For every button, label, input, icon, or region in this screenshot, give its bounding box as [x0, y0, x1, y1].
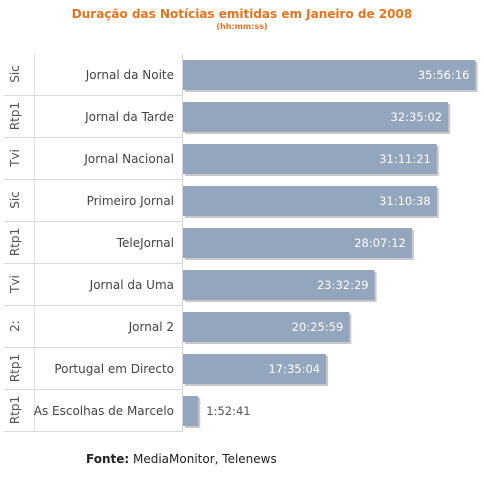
- label-divider: [34, 264, 35, 305]
- bar: [183, 60, 476, 90]
- program-label: Jornal da Uma: [89, 278, 174, 292]
- category-row: Rtp1 Portugal em Directo: [4, 348, 182, 390]
- bar: [183, 144, 437, 174]
- bar-value-label: 20:25:59: [292, 320, 344, 334]
- bar-value-label: 35:56:16: [418, 68, 470, 82]
- program-label: Primeiro Jornal: [86, 194, 174, 208]
- label-divider: [34, 138, 35, 179]
- program-label: Jornal da Noite: [85, 68, 174, 82]
- bar: [183, 312, 350, 342]
- label-divider: [34, 306, 35, 347]
- program-label: TeleJornal: [116, 236, 174, 250]
- program-label: Portugal em Directo: [54, 362, 174, 376]
- program-label: As Escolhas de Marcelo: [33, 404, 174, 418]
- chart-title: Duração das Notícias emitidas em Janeiro…: [71, 7, 413, 21]
- source-text: MediaMonitor, Telenews: [129, 452, 277, 466]
- bar: [183, 228, 412, 258]
- category-row: Sic Primeiro Jornal: [4, 180, 182, 222]
- category-row: Sic Jornal da Noite: [4, 54, 182, 96]
- category-row: Rtp1 As Escolhas de Marcelo: [4, 390, 182, 432]
- bar-value-label: 31:10:38: [379, 194, 431, 208]
- category-row: Rtp1 TeleJornal: [4, 222, 182, 264]
- source-footer: Fonte: MediaMonitor, Telenews: [86, 452, 277, 466]
- label-divider: [34, 54, 35, 95]
- bar: [183, 186, 437, 216]
- bar: [183, 270, 375, 300]
- label-divider: [34, 96, 35, 137]
- category-row: Tvi Jornal Nacional: [4, 138, 182, 180]
- category-row: Rtp1 Jornal da Tarde: [4, 96, 182, 138]
- bar: [183, 354, 327, 384]
- bar-value-label: 28:07:12: [354, 236, 406, 250]
- source-label: Fonte:: [86, 452, 130, 466]
- bar-value-label: 23:32:29: [317, 278, 369, 292]
- label-divider: [34, 222, 35, 263]
- program-label: Jornal 2: [128, 320, 174, 334]
- label-divider: [34, 348, 35, 389]
- chart-subtitle: (hh:mm:ss): [216, 22, 268, 31]
- bar-value-label: 32:35:02: [391, 110, 443, 124]
- label-divider: [34, 180, 35, 221]
- bar-value-label: 31:11:21: [379, 152, 431, 166]
- program-label: Jornal da Tarde: [85, 110, 174, 124]
- category-row: Tvi Jornal da Uma: [4, 264, 182, 306]
- bar-value-label: 1:52:41: [206, 404, 250, 418]
- bar: [183, 102, 449, 132]
- label-divider: [34, 390, 35, 431]
- bar: [183, 396, 199, 426]
- bar-value-label: 17:35:04: [268, 362, 320, 376]
- program-label: Jornal Nacional: [84, 152, 174, 166]
- category-labels: Sic Jornal da Noite Rtp1 Jornal da Tarde Tvi…: [4, 54, 183, 432]
- category-row: 2: Jornal 2: [4, 306, 182, 348]
